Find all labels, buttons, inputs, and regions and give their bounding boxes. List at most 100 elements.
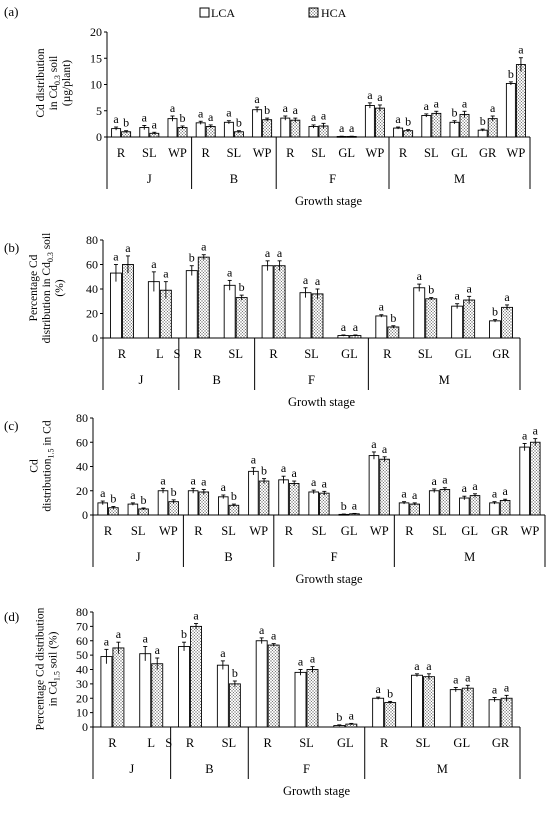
- bar-hca: [288, 483, 300, 516]
- y-axis-label-line: distribution in Cd: [41, 262, 53, 343]
- panel-label: (c): [4, 418, 18, 433]
- bar-hca: [311, 293, 324, 339]
- x-category-label: R: [264, 736, 273, 750]
- x-group-label: F: [308, 373, 315, 387]
- significance-letter: a: [375, 682, 381, 696]
- significance-letter: a: [434, 96, 440, 110]
- bar-lca: [255, 640, 268, 728]
- bar-hca: [306, 669, 319, 728]
- significance-letter: a: [424, 99, 430, 113]
- significance-letter: a: [462, 481, 468, 495]
- significance-letter: a: [367, 88, 373, 102]
- bar-lca: [372, 697, 385, 728]
- x-category-label: WP: [168, 146, 187, 160]
- significance-letter: a: [454, 289, 460, 303]
- significance-letter: a: [349, 121, 355, 135]
- x-category-label: SL: [424, 146, 439, 160]
- significance-letter: a: [412, 488, 418, 502]
- panel-label: (d): [4, 609, 19, 624]
- significance-letter: b: [451, 106, 457, 120]
- significance-letter: a: [395, 112, 401, 126]
- significance-letter: b: [264, 103, 270, 117]
- y-tick-label: 40: [76, 663, 88, 677]
- y-tick-label: 20: [86, 307, 98, 321]
- significance-letter: b: [231, 489, 237, 503]
- x-group-label: F: [303, 762, 310, 776]
- bar-lca: [505, 82, 516, 138]
- bar-hca: [459, 113, 470, 138]
- bar-lca: [223, 121, 234, 138]
- x-group-label: B: [213, 373, 221, 387]
- x-category-label: WP: [370, 524, 389, 538]
- significance-letter: a: [352, 498, 358, 512]
- significance-letter: b: [405, 115, 411, 129]
- x-group-label: B: [224, 550, 232, 564]
- x-category-label: R: [399, 146, 408, 160]
- x-category-label: WP: [366, 146, 385, 160]
- bar-lca: [223, 284, 236, 339]
- y-tick-label: 60: [76, 634, 88, 648]
- bar-lca: [195, 122, 206, 138]
- x-category-label: WP: [507, 146, 526, 160]
- significance-letter: a: [271, 629, 277, 643]
- significance-letter: a: [104, 634, 110, 648]
- x-category-label: GL: [455, 347, 472, 361]
- x-group-label: J: [136, 550, 141, 564]
- chart-panel-a: (a) Cd distributionin Cd0.3 soil(µg/plant…: [4, 4, 531, 208]
- y-tick-label: 0: [82, 720, 88, 734]
- significance-letter: b: [428, 283, 434, 297]
- significance-letter: b: [141, 493, 147, 507]
- bar-lca: [449, 689, 462, 728]
- significance-letter: a: [198, 106, 204, 120]
- y-axis-label: Percentage Cd distributionin Cd1.5 soil …: [35, 607, 62, 730]
- bar-lca: [185, 270, 198, 339]
- bar-lca: [411, 674, 423, 728]
- y-tick-label: 20: [90, 25, 102, 39]
- significance-letter: a: [504, 680, 510, 694]
- y-axis-label-line: soil: [48, 56, 60, 76]
- significance-letter: a: [492, 683, 498, 697]
- bar-lca: [449, 121, 460, 138]
- x-category-label: WP: [159, 524, 178, 538]
- bar-hca: [190, 625, 202, 728]
- significance-letter: a: [259, 623, 265, 637]
- y-axis-label-line: Percentage Cd: [28, 254, 40, 321]
- significance-letter: a: [401, 487, 407, 501]
- bar-lca: [398, 502, 410, 516]
- y-axis-label: Cddistribution1.5 in Cd: [29, 420, 56, 511]
- significance-letter: a: [208, 110, 214, 124]
- bar-lca: [261, 265, 274, 339]
- bar-lca: [178, 646, 190, 728]
- y-axis-label-subscript: 1.5: [53, 671, 62, 681]
- bar-hca: [423, 676, 435, 728]
- bar-hca: [499, 500, 511, 516]
- x-category-label: SL: [131, 524, 146, 538]
- significance-letter: b: [180, 111, 186, 125]
- significance-letter: b: [232, 666, 238, 680]
- x-category-label: SL: [142, 146, 157, 160]
- y-tick-label: 10: [90, 78, 102, 92]
- significance-letter: a: [341, 320, 347, 334]
- significance-letter: a: [303, 273, 309, 287]
- significance-letter: b: [341, 499, 347, 513]
- y-tick-label: 40: [86, 282, 98, 296]
- bar-hca: [235, 297, 248, 339]
- bar-lca: [110, 272, 122, 339]
- significance-letter: a: [160, 473, 166, 487]
- y-axis-label-line: Percentage Cd distribution: [35, 607, 47, 730]
- y-tick-label: 10: [76, 706, 88, 720]
- x-category-label: R: [405, 524, 414, 538]
- bar-hca: [290, 119, 301, 138]
- x-category-label: R: [108, 736, 117, 750]
- y-tick-label: 60: [76, 435, 88, 449]
- significance-letter: a: [522, 428, 528, 442]
- bar-hca: [387, 326, 400, 339]
- y-tick-label: 20: [76, 691, 88, 705]
- y-tick-label: 15: [90, 51, 102, 65]
- bar-hca: [258, 480, 270, 516]
- significance-letter: a: [349, 708, 355, 722]
- significance-letter: a: [382, 442, 388, 456]
- y-axis-label-line: in Cd: [48, 681, 60, 706]
- x-category-label: WP: [249, 524, 268, 538]
